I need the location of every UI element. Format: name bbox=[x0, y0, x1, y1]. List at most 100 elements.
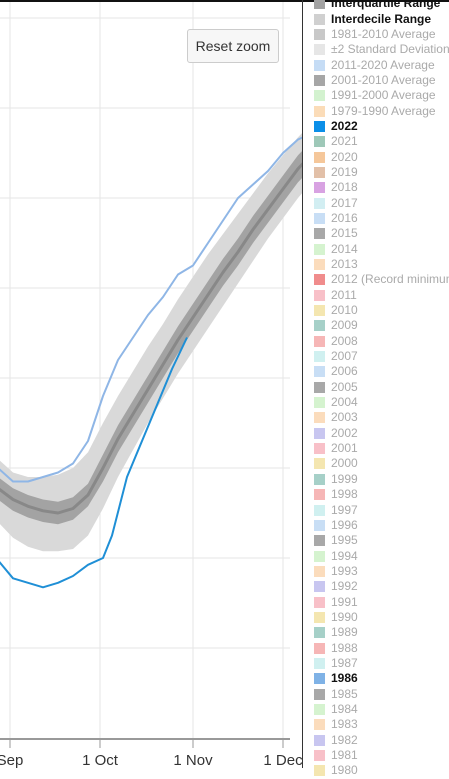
legend-item[interactable]: 2017 bbox=[314, 195, 449, 210]
legend-label: 1979-1990 Average bbox=[331, 103, 436, 118]
legend-item[interactable]: 1994 bbox=[314, 548, 449, 563]
legend-label: 1993 bbox=[331, 563, 358, 578]
legend-label: ±2 Standard Deviation bbox=[331, 42, 449, 57]
legend-swatch bbox=[314, 0, 325, 10]
legend-label: 1991-2000 Average bbox=[331, 88, 436, 103]
legend-label: 2018 bbox=[331, 180, 358, 195]
legend-label: 2016 bbox=[331, 210, 358, 225]
legend-item[interactable]: 2014 bbox=[314, 242, 449, 257]
legend-item[interactable]: 1980 bbox=[314, 763, 449, 778]
legend-swatch bbox=[314, 274, 325, 286]
legend-label: 2000 bbox=[331, 456, 358, 471]
legend-swatch bbox=[314, 44, 325, 56]
legend-item[interactable]: 1996 bbox=[314, 518, 449, 533]
legend-label: 2015 bbox=[331, 226, 358, 241]
legend-item[interactable]: 1984 bbox=[314, 702, 449, 717]
legend-item[interactable]: ±2 Standard Deviation bbox=[314, 42, 449, 57]
legend-item[interactable]: 2020 bbox=[314, 149, 449, 164]
legend-label: 2013 bbox=[331, 257, 358, 272]
legend-label: 2004 bbox=[331, 395, 358, 410]
legend-swatch bbox=[314, 151, 325, 163]
legend-label: 2006 bbox=[331, 364, 358, 379]
legend-item[interactable]: 2011-2020 Average bbox=[314, 57, 449, 72]
legend-item[interactable]: 2004 bbox=[314, 395, 449, 410]
legend-item[interactable]: 1997 bbox=[314, 502, 449, 517]
legend-label: 2020 bbox=[331, 149, 358, 164]
legend-swatch bbox=[314, 443, 325, 455]
legend-item[interactable]: 2011 bbox=[314, 288, 449, 303]
legend-item[interactable]: 2018 bbox=[314, 180, 449, 195]
legend-item[interactable]: 2002 bbox=[314, 426, 449, 441]
legend-swatch bbox=[314, 13, 325, 25]
legend-item[interactable]: 2005 bbox=[314, 380, 449, 395]
legend-item[interactable]: 1987 bbox=[314, 656, 449, 671]
legend-swatch bbox=[314, 90, 325, 102]
reset-zoom-button[interactable]: Reset zoom bbox=[187, 29, 279, 63]
legend-item[interactable]: 2010 bbox=[314, 303, 449, 318]
legend-item[interactable]: 2016 bbox=[314, 211, 449, 226]
legend-label: 1997 bbox=[331, 502, 358, 517]
legend-label: 1995 bbox=[331, 533, 358, 548]
legend-swatch bbox=[314, 136, 325, 148]
legend-label: 2007 bbox=[331, 349, 358, 364]
legend-item[interactable]: 1981 bbox=[314, 748, 449, 763]
legend-item[interactable]: 1991-2000 Average bbox=[314, 88, 449, 103]
legend-item[interactable]: 1983 bbox=[314, 717, 449, 732]
series-lines bbox=[0, 136, 302, 589]
legend-item[interactable]: 2006 bbox=[314, 364, 449, 379]
legend-swatch bbox=[314, 489, 325, 501]
legend-item[interactable]: 1992 bbox=[314, 579, 449, 594]
legend-swatch bbox=[314, 611, 325, 623]
legend-swatch bbox=[314, 105, 325, 117]
x-tick-label: 1 Nov bbox=[173, 752, 213, 768]
legend-label: 1998 bbox=[331, 487, 358, 502]
legend-item[interactable]: 2001 bbox=[314, 441, 449, 456]
series-line-2022 bbox=[0, 337, 188, 589]
legend-item[interactable]: 2001-2010 Average bbox=[314, 73, 449, 88]
legend-item[interactable]: 2000 bbox=[314, 456, 449, 471]
legend-item[interactable]: 1985 bbox=[314, 686, 449, 701]
legend-item[interactable]: 1999 bbox=[314, 472, 449, 487]
legend-label: 2008 bbox=[331, 333, 358, 348]
legend-swatch bbox=[314, 427, 325, 439]
legend-item[interactable]: 1979-1990 Average bbox=[314, 103, 449, 118]
legend-item[interactable]: 2021 bbox=[314, 134, 449, 149]
legend-item[interactable]: 1990 bbox=[314, 610, 449, 625]
legend-divider bbox=[302, 0, 303, 768]
legend-item[interactable]: 2008 bbox=[314, 334, 449, 349]
legend-item[interactable]: 2015 bbox=[314, 226, 449, 241]
legend-label: 2021 bbox=[331, 134, 358, 149]
x-axis: Sep 1 Oct 1 Nov 1 Dec bbox=[0, 738, 302, 768]
legend-item[interactable]: 2012 (Record minimum) bbox=[314, 272, 449, 287]
legend-item[interactable]: 1981-2010 Average bbox=[314, 27, 449, 42]
legend-item[interactable]: Interquartile Range bbox=[314, 0, 449, 11]
legend-label: 1999 bbox=[331, 471, 358, 486]
legend-item[interactable]: 2007 bbox=[314, 349, 449, 364]
legend-label: 1984 bbox=[331, 701, 358, 716]
legend-item[interactable]: 1988 bbox=[314, 640, 449, 655]
legend-item[interactable]: 2013 bbox=[314, 257, 449, 272]
legend-swatch bbox=[314, 335, 325, 347]
legend-item[interactable]: Interdecile Range bbox=[314, 11, 449, 26]
legend-item[interactable]: 1989 bbox=[314, 625, 449, 640]
legend-item[interactable]: 2019 bbox=[314, 165, 449, 180]
legend-swatch bbox=[314, 504, 325, 516]
legend-item[interactable]: 2022 bbox=[314, 119, 449, 134]
legend-swatch bbox=[314, 627, 325, 639]
legend-item[interactable]: 1986 bbox=[314, 671, 449, 686]
legend-item[interactable]: 1982 bbox=[314, 733, 449, 748]
legend-label: 1982 bbox=[331, 732, 358, 747]
legend-item[interactable]: 1993 bbox=[314, 564, 449, 579]
legend-item[interactable]: 1995 bbox=[314, 533, 449, 548]
legend-label: 2003 bbox=[331, 410, 358, 425]
legend-item[interactable]: 1991 bbox=[314, 594, 449, 609]
legend-item[interactable]: 2009 bbox=[314, 318, 449, 333]
legend-label: 1986 bbox=[331, 671, 358, 686]
legend-item[interactable]: 2003 bbox=[314, 410, 449, 425]
legend-swatch bbox=[314, 182, 325, 194]
legend-item[interactable]: 1998 bbox=[314, 487, 449, 502]
legend-label: 1994 bbox=[331, 548, 358, 563]
legend-swatch bbox=[314, 212, 325, 224]
top-border bbox=[0, 0, 449, 2]
legend-swatch bbox=[314, 473, 325, 485]
